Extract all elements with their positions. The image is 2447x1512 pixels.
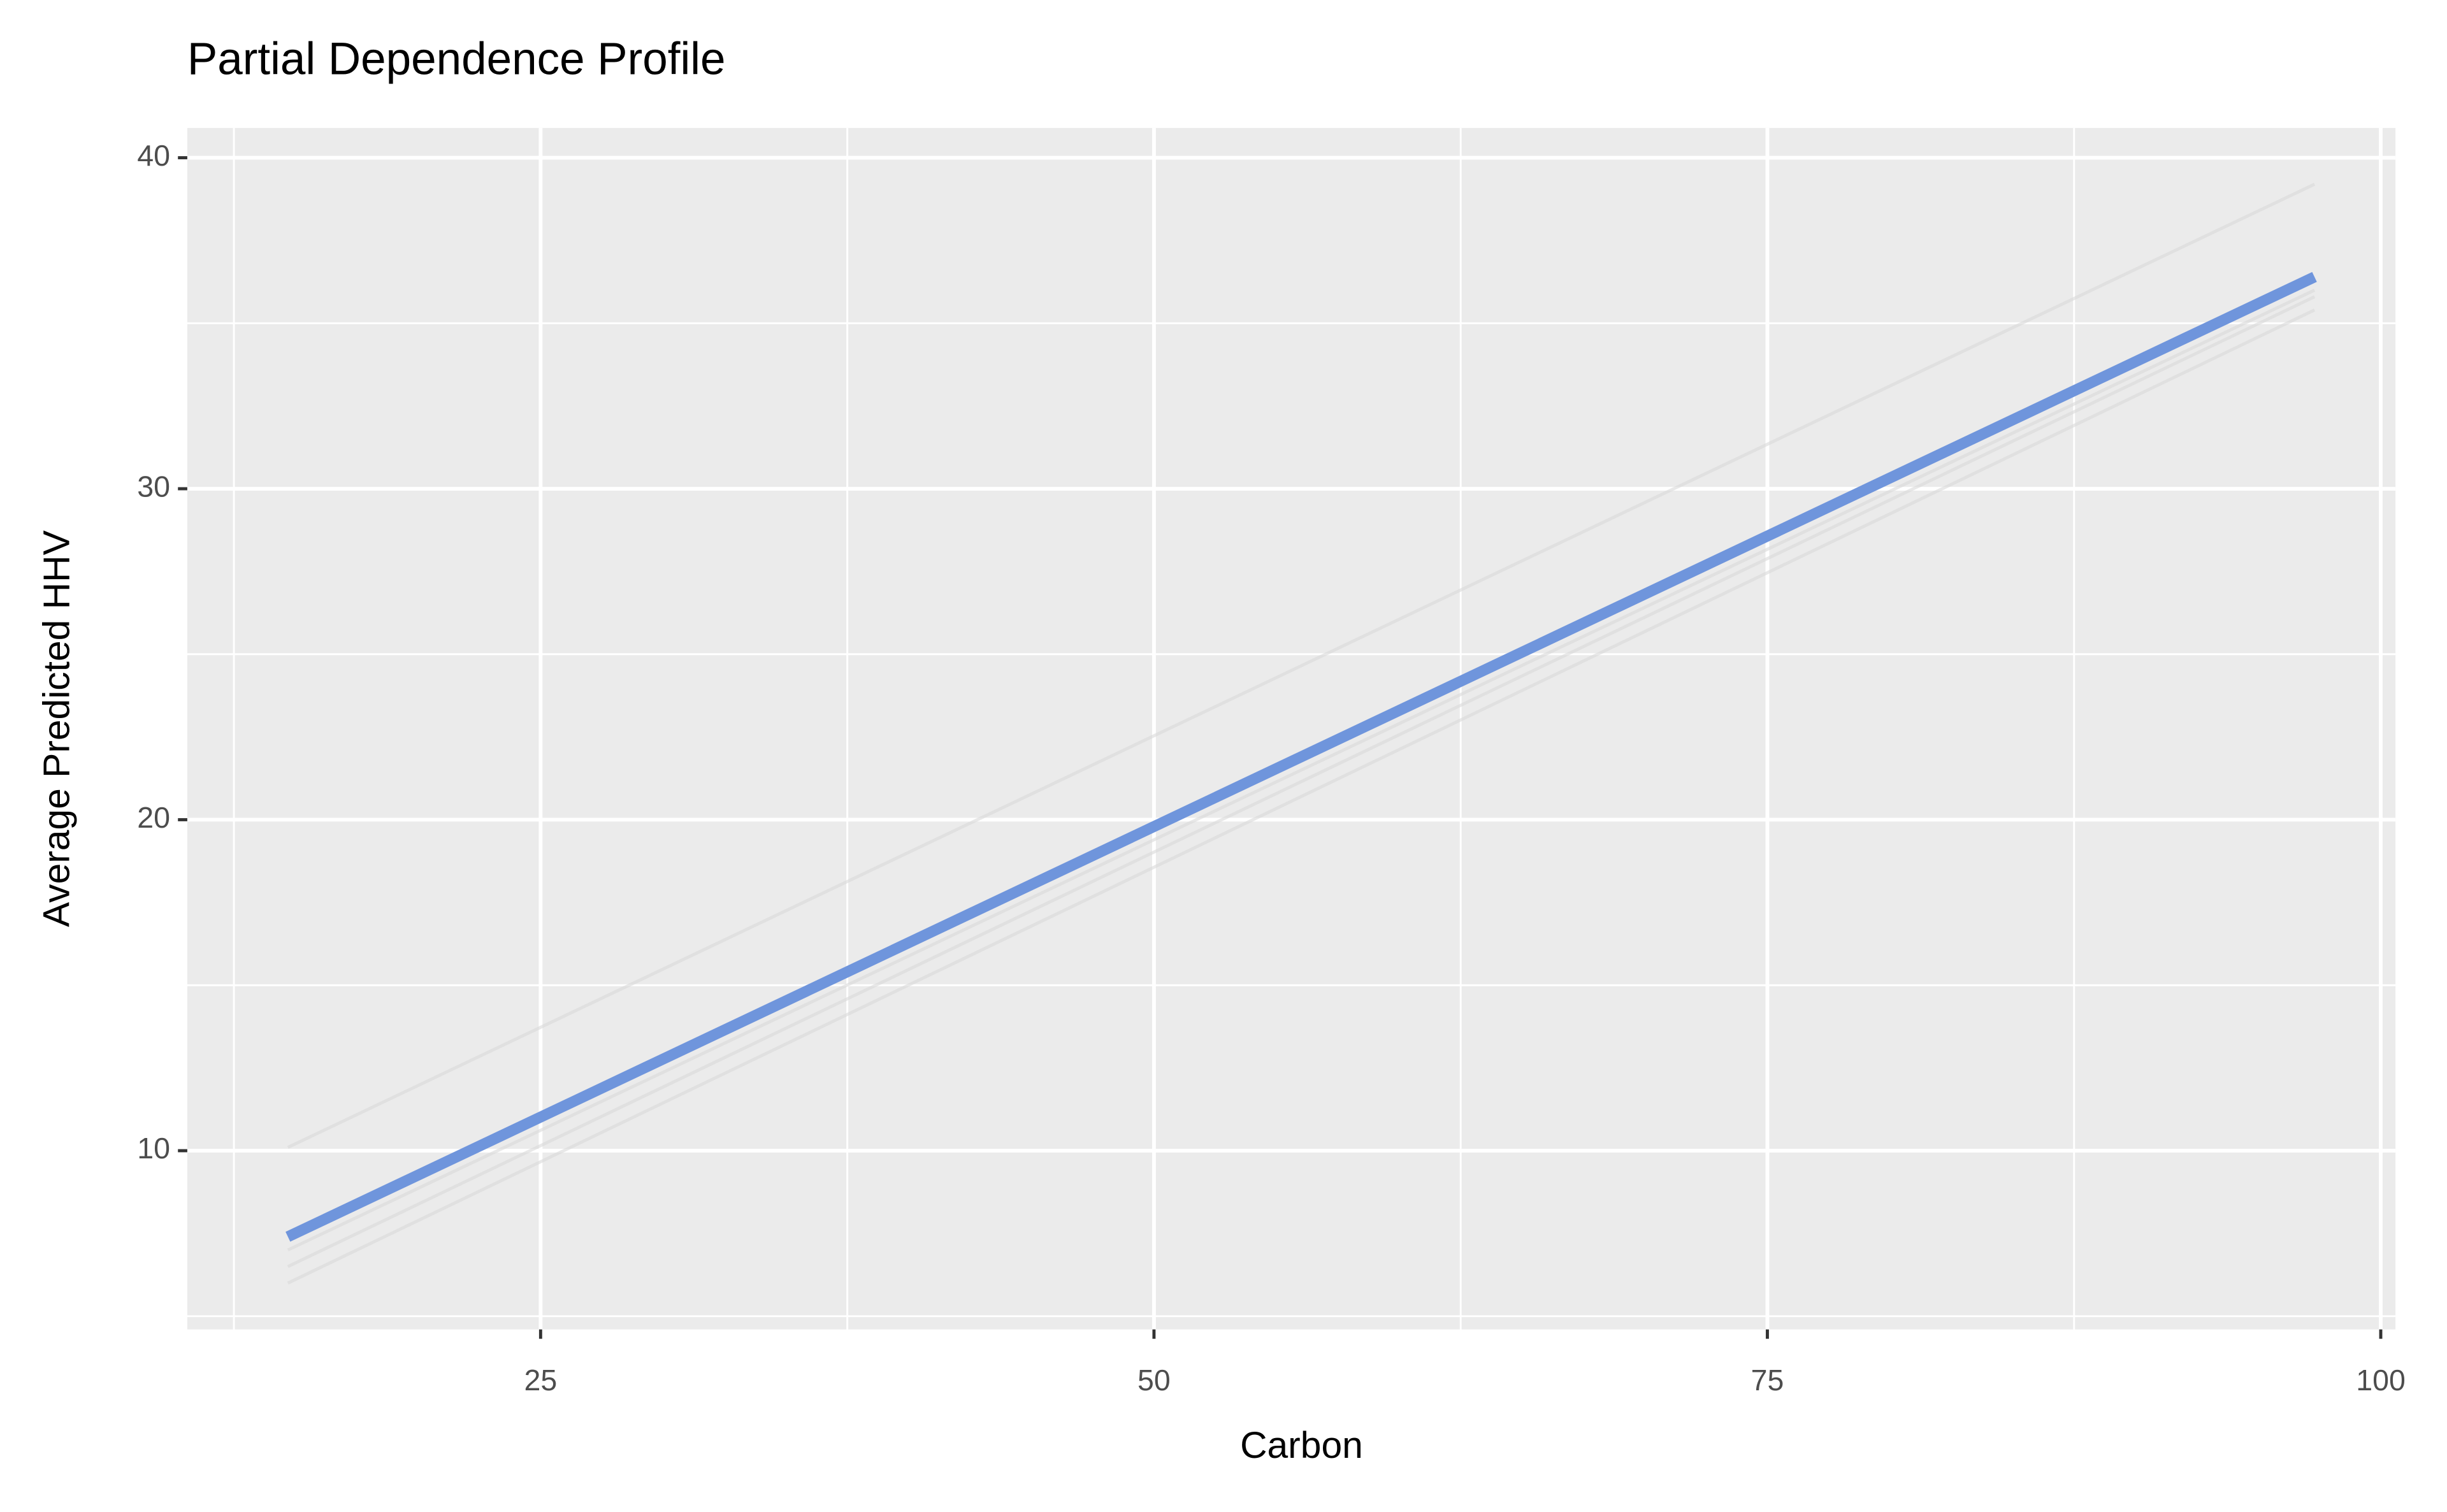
series-line [287, 295, 2316, 1268]
x-tick-label: 25 [524, 1364, 557, 1397]
chart-title: Partial Dependence Profile [187, 34, 726, 85]
series-line [287, 289, 2316, 1252]
y-tick-label: 40 [137, 139, 170, 172]
y-tick-label: 30 [137, 470, 170, 503]
x-tick-label: 100 [2356, 1364, 2406, 1397]
x-tick-label: 75 [1751, 1364, 1784, 1397]
x-tick-label: 50 [1137, 1364, 1171, 1397]
series-line [287, 308, 2316, 1285]
plot-panel [187, 127, 2396, 1330]
x-axis-title: Carbon [1240, 1425, 1363, 1466]
series-line [285, 271, 2317, 1242]
y-tick-label: 20 [137, 801, 170, 834]
y-tick-label: 10 [137, 1132, 170, 1165]
series-line [287, 182, 2316, 1149]
y-axis-title: Average Predicted HHV [36, 530, 78, 927]
